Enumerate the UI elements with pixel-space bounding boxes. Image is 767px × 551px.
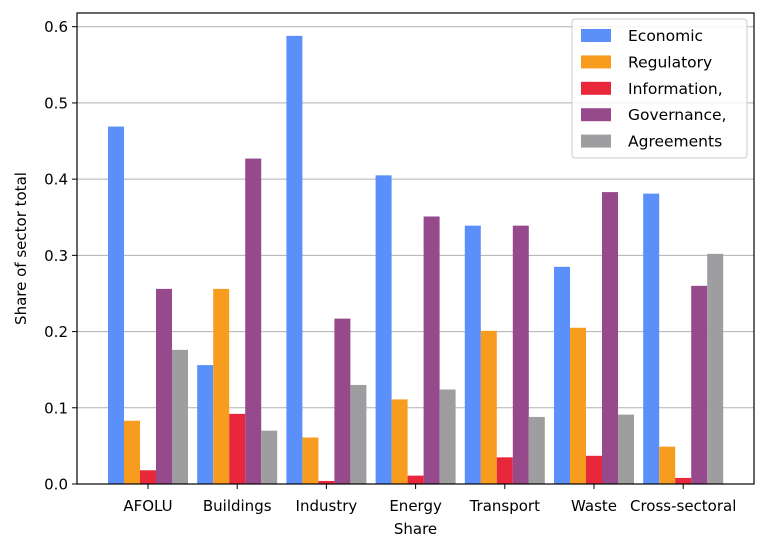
bar-economic-industry [286, 35, 303, 485]
legend-entry: Information, [628, 80, 723, 98]
y-axis-ticks: 0.0 0.1 0.2 0.3 0.4 0.5 0.6 [44, 18, 77, 494]
bar-economic-energy [375, 175, 392, 484]
y-tick-label: 0.0 [44, 476, 68, 494]
x-axis-label: Share [394, 520, 437, 538]
bar-agreements-buildings [261, 430, 278, 484]
x-tick-label: Waste [571, 497, 617, 515]
bars [108, 35, 724, 485]
legend-swatch [581, 108, 611, 122]
bar-information-afolu [140, 470, 156, 484]
bar-governance-afolu [156, 288, 172, 484]
bar-agreements-energy [439, 389, 456, 484]
bar-agreements-industry [350, 384, 367, 484]
y-tick-label: 0.3 [44, 247, 68, 265]
bar-economic-waste [554, 266, 570, 484]
bar-governance-industry [334, 318, 351, 484]
bar-governance-energy [423, 216, 440, 484]
legend-entry: Economic [628, 27, 703, 45]
bar-agreements-waste [618, 414, 634, 484]
legend: Economic Regulatory Information, Governance… [571, 18, 748, 159]
legend-swatch [581, 134, 611, 148]
bar-regulatory-industry [302, 437, 319, 484]
x-tick-label: Industry [296, 497, 358, 515]
bar-agreements-afolu [172, 349, 188, 484]
y-tick-label: 0.1 [44, 399, 68, 417]
legend-entry: Regulatory [628, 53, 712, 71]
bar-information-buildings [229, 413, 246, 484]
bar-information-crosssectoral [675, 477, 692, 484]
legend-swatch [581, 55, 611, 69]
bar-regulatory-crosssectoral [659, 446, 676, 484]
bar-information-waste [586, 455, 602, 484]
bar-information-industry [318, 480, 335, 484]
x-axis-ticks: AFOLU Buildings Industry Energy Transport Was… [123, 484, 736, 515]
bar-economic-buildings [197, 365, 214, 484]
bar-regulatory-waste [570, 327, 586, 484]
x-tick-label: Buildings [203, 497, 272, 515]
legend-swatch [581, 81, 611, 95]
bar-governance-crosssectoral [691, 285, 708, 484]
y-tick-label: 0.2 [44, 323, 68, 341]
bar-regulatory-energy [391, 399, 408, 484]
y-tick-label: 0.6 [44, 18, 68, 36]
bar-economic-transport [464, 225, 481, 484]
bar-economic-afolu [108, 126, 124, 484]
y-tick-label: 0.4 [44, 171, 68, 189]
legend-frame [571, 18, 748, 159]
bar-regulatory-buildings [213, 288, 230, 484]
x-tick-label: Energy [389, 497, 442, 515]
bar-governance-waste [602, 192, 618, 485]
bar-information-transport [496, 457, 513, 484]
bar-regulatory-transport [480, 330, 497, 484]
y-tick-label: 0.5 [44, 94, 68, 112]
bar-regulatory-afolu [124, 420, 140, 484]
x-tick-label: Transport [469, 497, 541, 515]
bar-economic-crosssectoral [643, 193, 660, 484]
bar-governance-buildings [245, 158, 262, 484]
x-tick-label: AFOLU [123, 497, 172, 515]
y-axis-label: Share of sector total [12, 172, 30, 325]
x-tick-label: Cross-sectoral [630, 497, 736, 515]
bar-information-energy [407, 475, 424, 484]
legend-swatch [581, 29, 611, 42]
bar-agreements-transport [528, 416, 545, 484]
bar-agreements-crosssectoral [707, 253, 724, 484]
bar-governance-transport [512, 225, 529, 484]
legend-entry: Governance, [628, 106, 726, 124]
legend-entry: Agreements [628, 133, 722, 151]
